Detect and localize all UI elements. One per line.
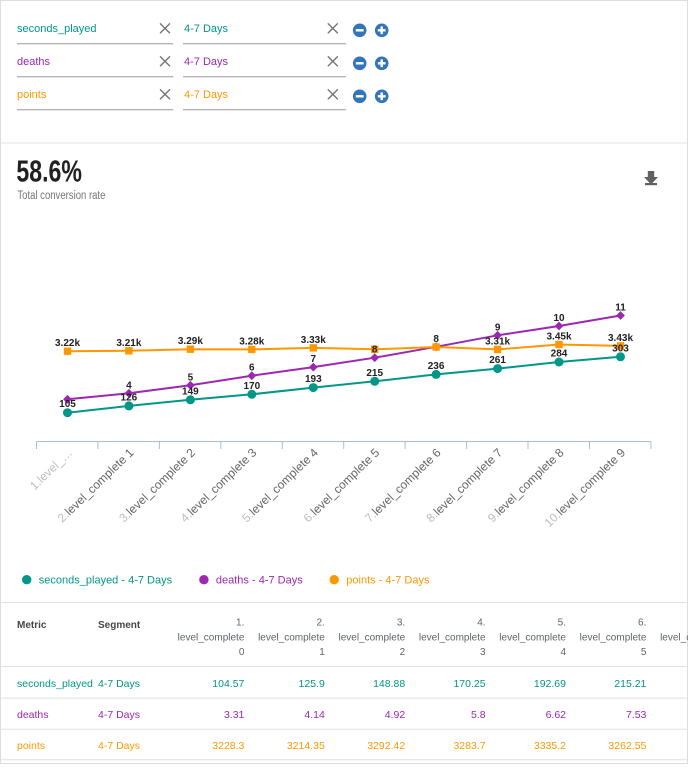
svg-text:Metric: Metric bbox=[17, 620, 47, 631]
svg-text:3228.3: 3228.3 bbox=[212, 740, 244, 752]
svg-text:6.: 6. bbox=[638, 618, 646, 629]
svg-text:level_complete: level_complete bbox=[178, 633, 245, 644]
svg-text:9: 9 bbox=[495, 322, 501, 333]
svg-text:192.69: 192.69 bbox=[534, 678, 566, 690]
svg-text:level_complete: level_complete bbox=[499, 633, 566, 644]
svg-text:193: 193 bbox=[305, 374, 322, 385]
svg-text:4-7 Days: 4-7 Days bbox=[184, 23, 229, 35]
svg-text:149: 149 bbox=[182, 386, 199, 397]
svg-text:4: 4 bbox=[126, 380, 132, 391]
svg-text:11: 11 bbox=[615, 303, 626, 314]
svg-text:4.: 4. bbox=[477, 618, 485, 629]
svg-text:level_complete: level_complete bbox=[660, 633, 688, 644]
svg-text:points - 4-7 Days: points - 4-7 Days bbox=[346, 575, 430, 587]
svg-text:5: 5 bbox=[188, 372, 194, 383]
svg-text:8: 8 bbox=[433, 334, 439, 345]
svg-text:points: points bbox=[17, 740, 45, 752]
svg-text:284: 284 bbox=[551, 349, 568, 360]
svg-text:5: 5 bbox=[641, 647, 647, 658]
svg-text:170: 170 bbox=[243, 381, 260, 392]
svg-text:105: 105 bbox=[59, 399, 76, 410]
svg-text:58.6%: 58.6% bbox=[16, 155, 82, 189]
svg-text:4: 4 bbox=[560, 647, 566, 658]
svg-text:5.: 5. bbox=[558, 618, 566, 629]
svg-text:4-7 Days: 4-7 Days bbox=[184, 89, 229, 101]
svg-text:4-7 Days: 4-7 Days bbox=[98, 709, 140, 721]
svg-text:1: 1 bbox=[319, 647, 325, 658]
svg-text:level_complete: level_complete bbox=[258, 633, 325, 644]
svg-text:7: 7 bbox=[311, 354, 317, 365]
svg-text:points: points bbox=[17, 89, 47, 101]
svg-text:4.14: 4.14 bbox=[304, 709, 325, 721]
svg-text:125.9: 125.9 bbox=[299, 678, 325, 690]
svg-text:126: 126 bbox=[121, 392, 138, 403]
svg-text:7.53: 7.53 bbox=[626, 709, 647, 721]
svg-text:deaths: deaths bbox=[17, 709, 49, 721]
svg-text:2.: 2. bbox=[316, 618, 324, 629]
svg-text:deaths: deaths bbox=[17, 56, 51, 68]
svg-text:level_complete: level_complete bbox=[580, 633, 647, 644]
svg-text:6: 6 bbox=[249, 363, 255, 374]
svg-text:5.8: 5.8 bbox=[471, 709, 486, 721]
svg-text:236: 236 bbox=[428, 361, 445, 372]
svg-text:170.25: 170.25 bbox=[453, 678, 485, 690]
svg-text:8: 8 bbox=[372, 345, 378, 356]
svg-text:3292.42: 3292.42 bbox=[367, 740, 405, 752]
svg-text:148.88: 148.88 bbox=[373, 678, 405, 690]
svg-text:level_complete: level_complete bbox=[419, 633, 486, 644]
svg-text:3: 3 bbox=[480, 647, 486, 658]
svg-text:3.45k: 3.45k bbox=[546, 332, 571, 343]
svg-text:seconds_played: seconds_played bbox=[17, 678, 93, 690]
svg-text:3262.55: 3262.55 bbox=[608, 740, 646, 752]
svg-text:3.31: 3.31 bbox=[224, 709, 245, 721]
svg-text:seconds_played: seconds_played bbox=[17, 23, 97, 35]
svg-text:1.: 1. bbox=[236, 618, 244, 629]
svg-text:3283.7: 3283.7 bbox=[453, 740, 485, 752]
svg-text:3.29k: 3.29k bbox=[178, 336, 203, 347]
svg-text:4-7 Days: 4-7 Days bbox=[184, 56, 229, 68]
svg-text:3.28k: 3.28k bbox=[239, 336, 264, 347]
svg-text:3.33k: 3.33k bbox=[301, 335, 326, 346]
svg-text:seconds_played - 4-7 Days: seconds_played - 4-7 Days bbox=[39, 575, 173, 587]
svg-text:4-7 Days: 4-7 Days bbox=[98, 678, 140, 690]
svg-text:10: 10 bbox=[553, 313, 565, 324]
svg-text:4-7 Days: 4-7 Days bbox=[98, 740, 140, 752]
svg-text:215.21: 215.21 bbox=[614, 678, 646, 690]
svg-text:3.: 3. bbox=[397, 618, 405, 629]
svg-text:2: 2 bbox=[400, 647, 406, 658]
svg-text:0: 0 bbox=[239, 647, 245, 658]
svg-text:3.21k: 3.21k bbox=[116, 338, 141, 349]
svg-text:3.31k: 3.31k bbox=[485, 336, 510, 347]
svg-text:261: 261 bbox=[489, 355, 506, 366]
svg-text:4.92: 4.92 bbox=[385, 709, 406, 721]
svg-text:303: 303 bbox=[612, 343, 629, 354]
svg-text:3.22k: 3.22k bbox=[55, 338, 80, 349]
svg-text:104.57: 104.57 bbox=[212, 678, 244, 690]
svg-text:3335.2: 3335.2 bbox=[534, 740, 566, 752]
svg-text:215: 215 bbox=[366, 368, 383, 379]
svg-text:Total conversion rate: Total conversion rate bbox=[17, 190, 105, 202]
svg-text:deaths - 4-7 Days: deaths - 4-7 Days bbox=[216, 575, 303, 587]
svg-text:6.62: 6.62 bbox=[546, 709, 567, 721]
svg-text:3.43k: 3.43k bbox=[608, 333, 633, 344]
svg-text:level_complete: level_complete bbox=[338, 633, 405, 644]
svg-text:Segment: Segment bbox=[98, 620, 141, 631]
svg-text:3214.35: 3214.35 bbox=[287, 740, 325, 752]
